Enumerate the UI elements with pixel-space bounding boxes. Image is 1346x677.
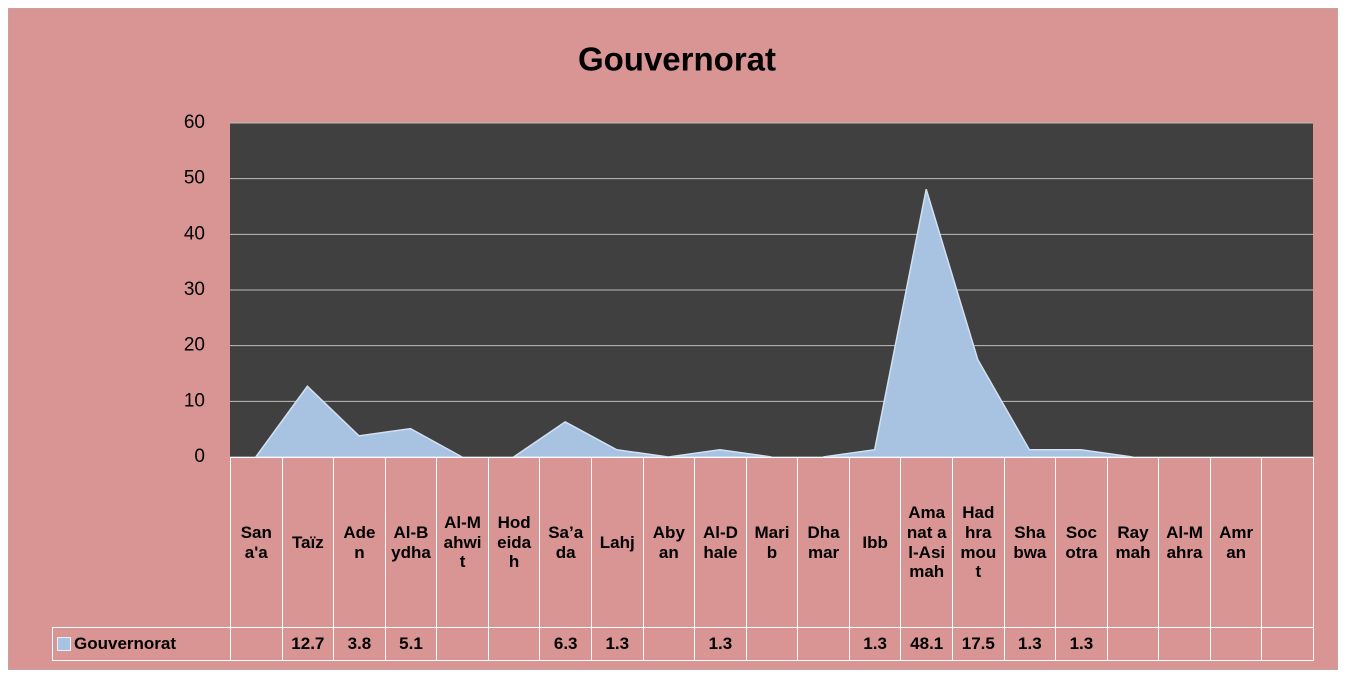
value-cell [1106, 627, 1160, 661]
value-cell [1261, 627, 1314, 661]
legend-cell: Gouvernorat [52, 627, 231, 661]
value-cell: 1.3 [848, 627, 902, 661]
value-cell [745, 627, 799, 661]
cell-text: 6.3 [553, 634, 578, 654]
y-tick-label: 60 [184, 112, 205, 133]
cell-text: Sa’ada [548, 522, 584, 562]
cell-text: Hodeidah [497, 513, 532, 572]
category-cell: Raymah [1106, 457, 1160, 628]
cell-text: Al-Mahra [1166, 522, 1203, 562]
category-cell: Al-Dhale [694, 457, 747, 628]
legend-label: Gouvernorat [74, 634, 177, 654]
cell-text: 3.8 [347, 634, 372, 654]
value-cell: 6.3 [539, 627, 592, 661]
value-cell [797, 627, 850, 661]
cell-text: Aden [343, 522, 376, 562]
value-cell [1158, 627, 1211, 661]
category-cell: Ibb [848, 457, 902, 628]
cell-text: Raymah [1115, 522, 1151, 562]
category-cell: Hadhramout [952, 457, 1005, 628]
cell-text: Amran [1219, 522, 1254, 562]
cell-text: 1.3 [1069, 634, 1094, 654]
category-cell: Al-Mahwit [436, 457, 489, 628]
cell-text: Shabwa [1013, 522, 1047, 562]
y-tick-label: 40 [184, 223, 205, 244]
category-cell: Sana'a [230, 457, 283, 628]
cell-text: Lahj [599, 532, 635, 552]
value-cell [230, 627, 283, 661]
y-tick-label: 0 [194, 446, 205, 467]
value-cell: 1.3 [1055, 627, 1108, 661]
value-cell: 12.7 [281, 627, 335, 661]
cell-text: Al-Mahwit [443, 513, 482, 572]
chart-title: Gouvernorat [578, 41, 776, 78]
cell-text: 1.3 [1018, 634, 1042, 654]
category-cell: Dhamar [797, 457, 850, 628]
cell-text: Hadhramout [960, 503, 997, 582]
cell-text: 1.3 [605, 634, 630, 654]
cell-text: Abyan [652, 522, 685, 562]
value-cell [436, 627, 489, 661]
cell-text: Ibb [862, 532, 888, 552]
y-tick-label: 10 [184, 390, 205, 411]
category-cell: Shabwa [1003, 457, 1057, 628]
value-cell: 1.3 [694, 627, 747, 661]
category-cell: Amanat al-Asimah [900, 457, 953, 628]
y-tick-label: 50 [184, 168, 205, 189]
category-cell: Taïz [281, 457, 335, 628]
cell-text: Amanat al-Asimah [906, 503, 947, 582]
y-tick-label: 20 [184, 335, 205, 356]
category-cell: Sa’ada [539, 457, 592, 628]
cell-text: Marib [754, 522, 790, 562]
cell-text: Al-Bydha [391, 522, 431, 562]
value-cell: 5.1 [384, 627, 438, 661]
area [822, 189, 1133, 458]
category-cell: Amran [1209, 457, 1263, 628]
y-tick-label: 30 [184, 279, 205, 300]
cell-text: Al-Dhale [702, 522, 738, 562]
category-cell: Aden [333, 457, 386, 628]
cell-text: Socotra [1065, 522, 1098, 562]
cell-text: Taïz [291, 532, 324, 552]
category-cell [1261, 457, 1314, 628]
value-cell [642, 627, 696, 661]
cell-text: Dhamar [807, 522, 840, 562]
value-cell: 48.1 [900, 627, 953, 661]
category-cell: Al-Mahra [1158, 457, 1211, 628]
cell-text: 17.5 [961, 634, 995, 654]
value-cell: 3.8 [333, 627, 386, 661]
category-cell: Hodeidah [487, 457, 541, 628]
category-cell: Lahj [591, 457, 644, 628]
value-cell [1209, 627, 1263, 661]
cell-text: 1.3 [708, 634, 733, 654]
cell-text: 5.1 [399, 634, 423, 654]
category-cell: Marib [745, 457, 799, 628]
cell-text: Sana'a [240, 522, 272, 562]
cell-text: 48.1 [910, 634, 944, 654]
value-cell: 17.5 [952, 627, 1005, 661]
value-cell [487, 627, 541, 661]
cell-text: 1.3 [863, 634, 887, 654]
value-cell: 1.3 [1003, 627, 1057, 661]
category-cell: Al-Bydha [384, 457, 438, 628]
category-cell: Socotra [1055, 457, 1108, 628]
cell-text: 12.7 [291, 634, 325, 654]
category-cell: Abyan [642, 457, 696, 628]
legend-key [57, 637, 71, 651]
value-cell: 1.3 [591, 627, 644, 661]
